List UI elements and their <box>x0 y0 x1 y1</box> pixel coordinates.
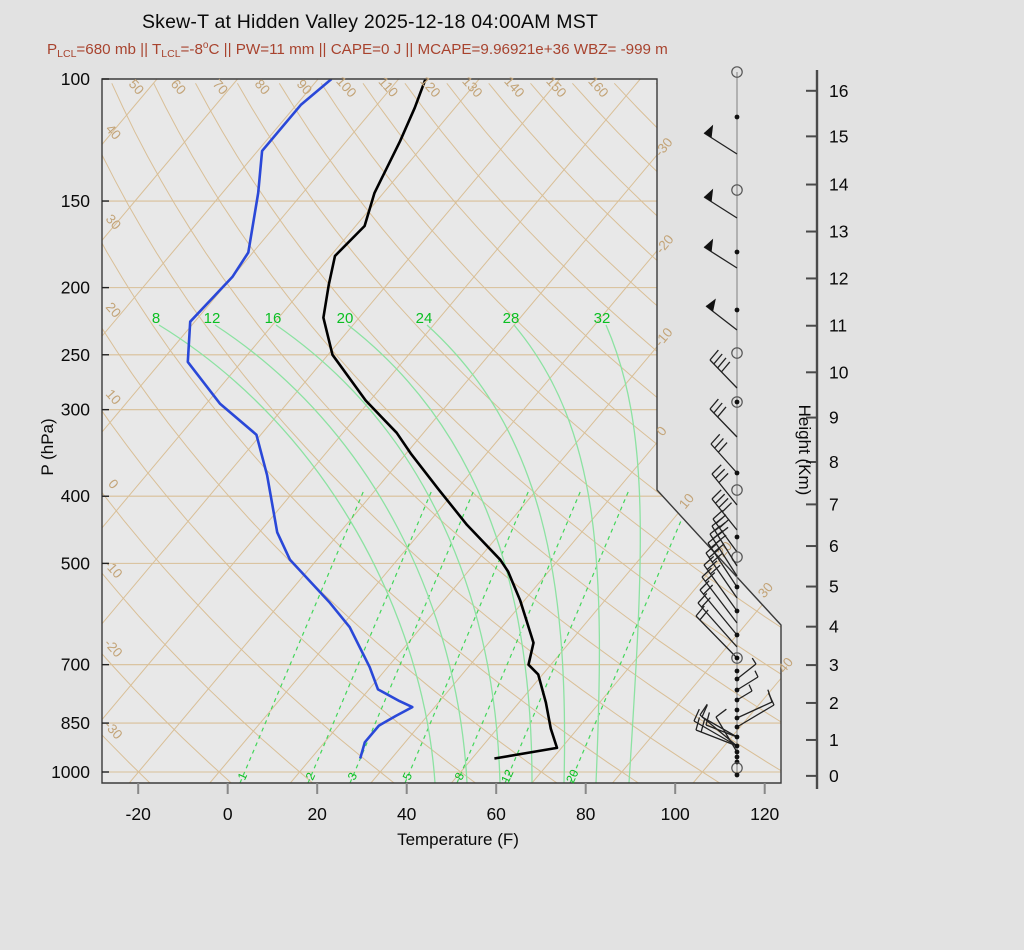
svg-text:8: 8 <box>152 310 160 327</box>
svg-text:28: 28 <box>503 310 520 327</box>
svg-text:0: 0 <box>829 766 839 786</box>
svg-text:3: 3 <box>829 655 839 675</box>
svg-text:80: 80 <box>576 804 596 824</box>
svg-text:1000: 1000 <box>51 762 90 782</box>
svg-text:40: 40 <box>397 804 417 824</box>
svg-text:30: 30 <box>755 580 776 601</box>
plot-frame <box>101 78 782 784</box>
temperature-axis: -20 0 20 40 60 80 100 120 Temperature (F) <box>126 783 780 849</box>
svg-text:32: 32 <box>594 310 611 327</box>
svg-text:40: 40 <box>103 121 124 142</box>
svg-text:40: 40 <box>775 655 796 676</box>
moist-adiabat-lines <box>158 324 641 783</box>
svg-text:150: 150 <box>61 191 90 211</box>
svg-text:20: 20 <box>103 299 124 320</box>
page-title: Skew-T at Hidden Valley 2025-12-18 04:00… <box>141 11 599 33</box>
pressure-axis: 100 150 200 250 300 400 500 700 850 1000 P (hPa) <box>38 69 109 782</box>
svg-text:90: 90 <box>294 76 315 97</box>
svg-text:200: 200 <box>61 278 90 298</box>
svg-text:10: 10 <box>829 362 849 382</box>
svg-text:30: 30 <box>103 211 124 232</box>
svg-text:-20: -20 <box>126 804 152 824</box>
svg-text:2: 2 <box>829 693 839 713</box>
svg-text:60: 60 <box>168 76 189 97</box>
svg-text:12: 12 <box>204 310 221 327</box>
svg-text:5: 5 <box>829 577 839 597</box>
svg-text:10: 10 <box>103 386 124 407</box>
svg-text:10: 10 <box>676 491 697 512</box>
svg-text:500: 500 <box>61 553 90 573</box>
svg-text:13: 13 <box>829 222 848 242</box>
mixing-ratio-lines <box>239 489 695 783</box>
isotherm-adiabat-labels: 50 60 70 80 90 100 110 120 130 140 150 160403020100… <box>101 74 796 743</box>
svg-text:24: 24 <box>416 310 433 327</box>
svg-text:6: 6 <box>829 536 839 556</box>
svg-text:250: 250 <box>61 345 90 365</box>
svg-text:100: 100 <box>61 69 90 89</box>
svg-text:70: 70 <box>210 76 231 97</box>
svg-text:9: 9 <box>829 408 839 428</box>
svg-text:400: 400 <box>61 486 90 506</box>
svg-text:16: 16 <box>265 310 282 327</box>
svg-text:8: 8 <box>829 452 839 472</box>
svg-text:850: 850 <box>61 713 90 733</box>
svg-text:12: 12 <box>498 767 516 785</box>
svg-text:7: 7 <box>829 494 839 514</box>
temperature-axis-label: Temperature (F) <box>397 830 519 849</box>
svg-text:300: 300 <box>61 400 90 420</box>
svg-text:20: 20 <box>337 310 354 327</box>
svg-text:120: 120 <box>750 804 779 824</box>
svg-text:12: 12 <box>829 268 848 288</box>
svg-text:15: 15 <box>829 126 848 146</box>
svg-text:80: 80 <box>252 76 273 97</box>
pressure-axis-label: P (hPa) <box>38 418 57 475</box>
svg-text:1: 1 <box>829 730 839 750</box>
svg-text:20: 20 <box>563 767 581 785</box>
svg-text:0: 0 <box>223 804 233 824</box>
plot-background <box>102 79 781 783</box>
wind-barbs <box>693 66 775 778</box>
sounding-params: PLCL=680 mb || TLCL=-8oC || PW=11 mm || … <box>47 40 668 60</box>
svg-text:20: 20 <box>307 804 327 824</box>
temperature-line <box>322 79 559 760</box>
svg-text:50: 50 <box>126 76 147 97</box>
svg-text:60: 60 <box>486 804 506 824</box>
svg-text:100: 100 <box>661 804 690 824</box>
svg-text:16: 16 <box>829 81 848 101</box>
svg-text:11: 11 <box>829 316 847 336</box>
dewpoint-line <box>186 79 414 759</box>
svg-text:4: 4 <box>829 617 839 637</box>
svg-text:700: 700 <box>61 655 90 675</box>
height-axis-label: Height (Km) <box>795 405 814 496</box>
svg-text:14: 14 <box>829 175 849 195</box>
